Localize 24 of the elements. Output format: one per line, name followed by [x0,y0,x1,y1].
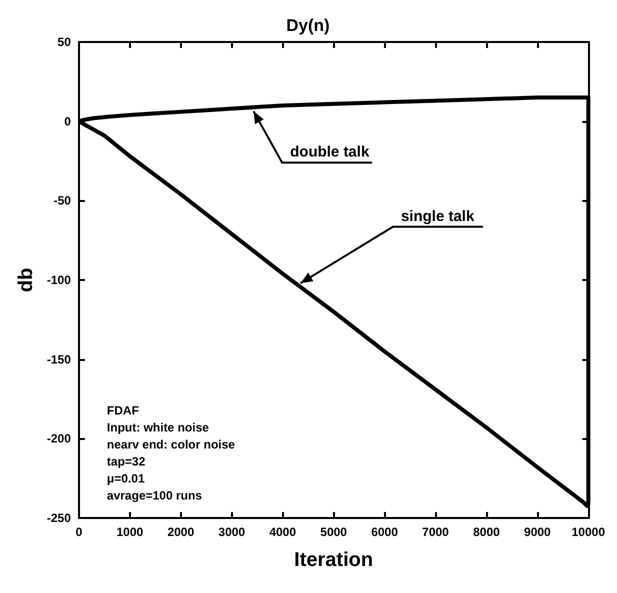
x-tick-label: 10000 [572,525,606,539]
annotation: single talk [400,208,475,225]
x-tick-label: 9000 [524,525,552,539]
y-tick-label: -150 [46,352,72,366]
annotation: double talk [290,144,370,161]
x-tick-label: 6000 [371,525,398,539]
annotation: FDAF Input: white noise nearv end: color noise tap=32 μ=0.01 avrage=100 runs [106,404,236,502]
x-tick-label: 5000 [320,525,348,539]
x-tick-label: 7000 [422,525,450,539]
y-axis-title: db [15,268,37,292]
y-tick-label: -50 [54,194,72,208]
x-tick-label: 8000 [473,525,500,539]
chart-title: Dy(n) [286,16,330,35]
y-tick-label: 50 [58,35,72,49]
x-tick-label: 0 [76,525,83,539]
y-tick-label: -100 [46,273,72,287]
x-tick-label: 2000 [167,525,194,539]
x-tick-label: 1000 [116,525,144,539]
x-axis-title: Iteration [294,549,374,571]
y-tick-label: -200 [46,432,72,446]
x-tick-label: 3000 [218,525,246,539]
y-tick-label: 0 [64,114,72,128]
x-tick-label: 4000 [269,525,296,539]
y-tick-label: -250 [46,511,72,525]
